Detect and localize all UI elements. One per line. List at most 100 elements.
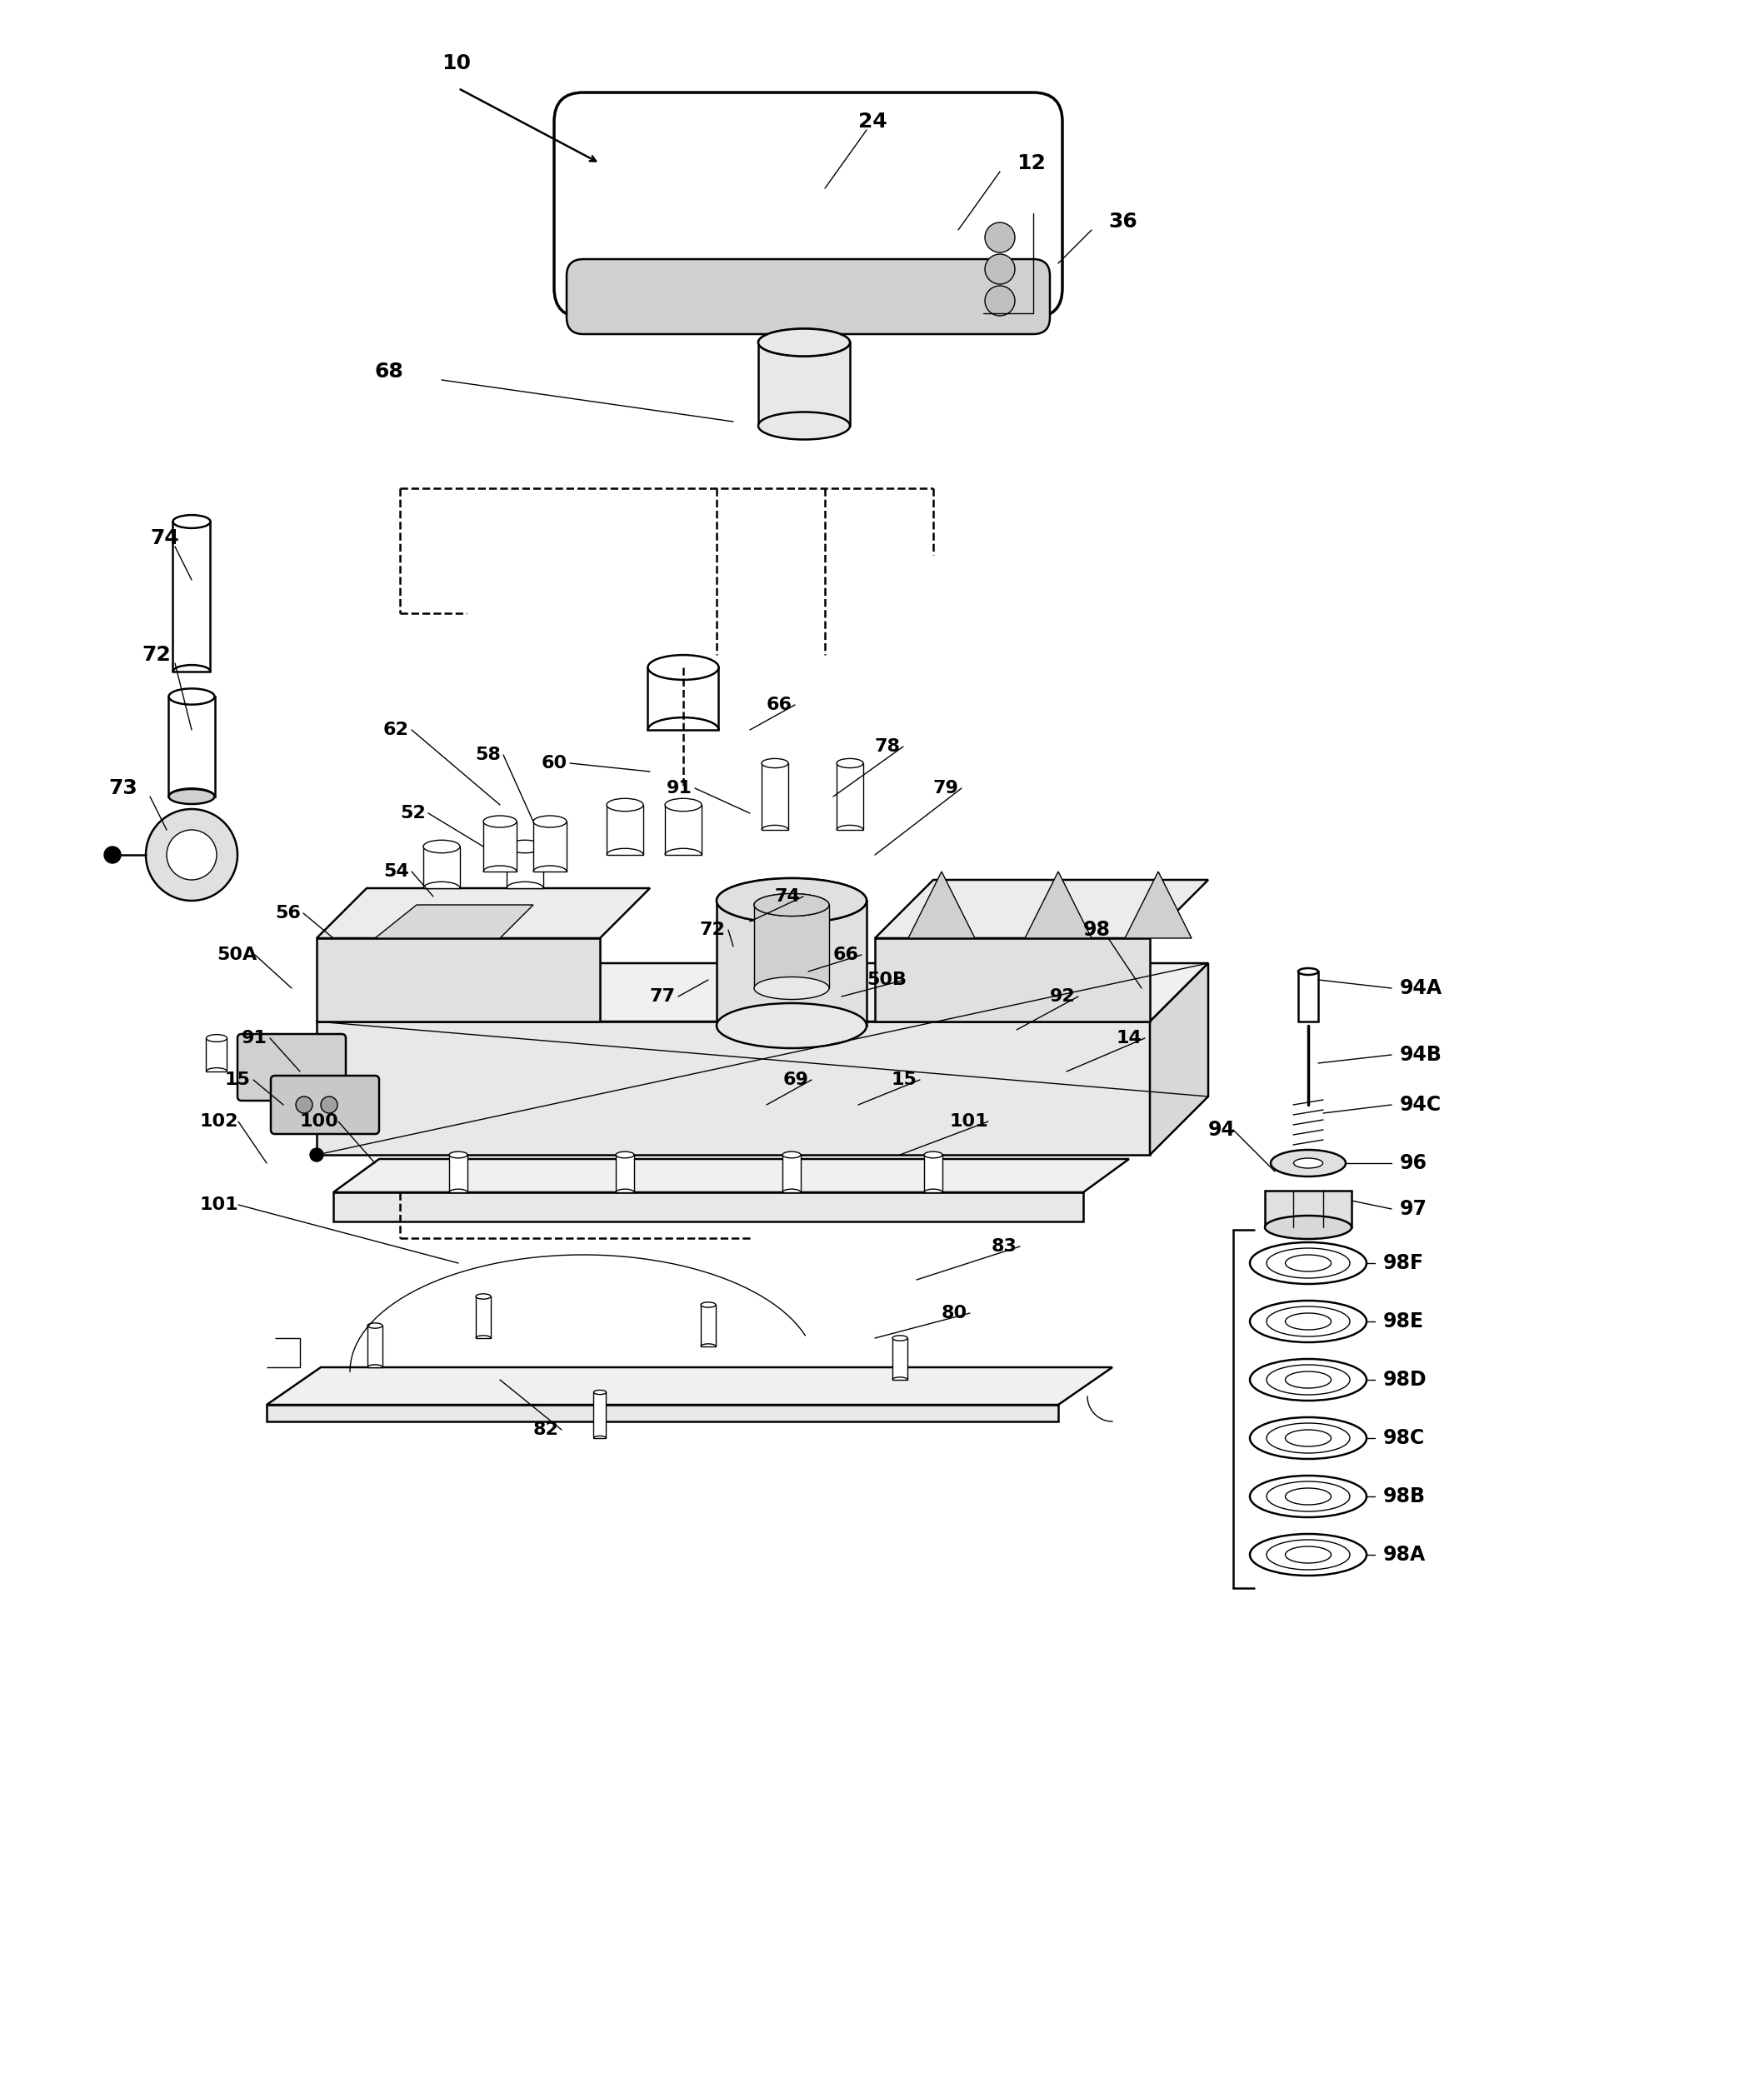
Bar	[506, 846, 543, 887]
Ellipse shape	[616, 1153, 633, 1159]
Text: 52: 52	[400, 804, 425, 821]
Text: 92: 92	[1050, 988, 1076, 1004]
Text: 50B: 50B	[866, 971, 907, 988]
Ellipse shape	[1286, 1372, 1332, 1389]
Circle shape	[984, 223, 1014, 253]
Ellipse shape	[759, 328, 850, 357]
Polygon shape	[316, 887, 649, 938]
Text: 66: 66	[833, 946, 859, 963]
Text: 15: 15	[226, 1071, 250, 1088]
FancyBboxPatch shape	[554, 92, 1062, 317]
Ellipse shape	[753, 977, 829, 1000]
Bar	[423, 846, 460, 887]
Text: 91: 91	[242, 1029, 268, 1046]
Text: 73: 73	[108, 779, 138, 798]
Text: 98C: 98C	[1383, 1428, 1425, 1449]
Bar	[173, 522, 210, 672]
Ellipse shape	[716, 1002, 866, 1048]
Text: 58: 58	[475, 748, 501, 764]
Bar	[716, 900, 866, 1025]
Ellipse shape	[1265, 1215, 1351, 1238]
Text: 74: 74	[150, 528, 178, 549]
Text: 15: 15	[891, 1071, 917, 1088]
Bar	[483, 821, 517, 871]
Polygon shape	[1150, 963, 1208, 1155]
Ellipse shape	[762, 758, 789, 768]
Text: 97: 97	[1401, 1199, 1427, 1219]
Ellipse shape	[1298, 969, 1318, 975]
Text: 98D: 98D	[1383, 1370, 1427, 1391]
Text: 101: 101	[949, 1113, 990, 1130]
Ellipse shape	[450, 1153, 467, 1159]
Ellipse shape	[700, 1303, 716, 1307]
Text: 14: 14	[1117, 1029, 1143, 1046]
Ellipse shape	[783, 1153, 801, 1159]
Text: 10: 10	[441, 54, 471, 73]
Text: 56: 56	[275, 904, 300, 921]
Text: 68: 68	[376, 361, 404, 382]
Ellipse shape	[753, 894, 829, 917]
Ellipse shape	[1270, 1150, 1346, 1176]
Polygon shape	[875, 879, 1208, 938]
Text: 96: 96	[1401, 1153, 1427, 1173]
Polygon shape	[1125, 871, 1191, 938]
Bar	[607, 804, 644, 854]
Ellipse shape	[173, 516, 210, 528]
Ellipse shape	[1251, 1301, 1367, 1343]
Ellipse shape	[759, 411, 850, 438]
Circle shape	[146, 808, 238, 900]
Bar	[893, 1338, 907, 1380]
Text: 91: 91	[667, 781, 691, 796]
Text: 60: 60	[542, 756, 568, 773]
Text: 72: 72	[141, 645, 171, 664]
Text: 98A: 98A	[1383, 1545, 1425, 1564]
Text: 69: 69	[783, 1071, 810, 1088]
Ellipse shape	[483, 816, 517, 827]
Bar	[206, 1038, 228, 1071]
Text: 98F: 98F	[1383, 1253, 1424, 1274]
Ellipse shape	[1251, 1359, 1367, 1401]
Ellipse shape	[1286, 1489, 1332, 1505]
Polygon shape	[266, 1368, 1113, 1405]
Bar	[753, 904, 829, 988]
Bar	[783, 1155, 801, 1192]
Text: 80: 80	[942, 1305, 967, 1322]
FancyBboxPatch shape	[566, 259, 1050, 334]
Ellipse shape	[533, 816, 566, 827]
Bar	[836, 764, 863, 829]
Ellipse shape	[423, 839, 460, 852]
Ellipse shape	[716, 879, 866, 923]
Text: 94C: 94C	[1401, 1094, 1441, 1115]
Ellipse shape	[607, 798, 644, 812]
Text: 66: 66	[767, 697, 792, 714]
Circle shape	[984, 255, 1014, 284]
Ellipse shape	[759, 328, 850, 357]
Polygon shape	[316, 938, 600, 1021]
FancyBboxPatch shape	[238, 1034, 346, 1100]
Bar	[533, 821, 566, 871]
Bar	[450, 1155, 467, 1192]
Text: 54: 54	[383, 862, 409, 879]
Polygon shape	[316, 1021, 1150, 1155]
Ellipse shape	[1286, 1547, 1332, 1564]
Ellipse shape	[1286, 1255, 1332, 1272]
Ellipse shape	[506, 839, 543, 852]
Ellipse shape	[206, 1034, 228, 1042]
Polygon shape	[266, 1405, 1058, 1422]
Polygon shape	[376, 904, 533, 938]
Ellipse shape	[1251, 1476, 1367, 1518]
Bar	[1298, 971, 1318, 1021]
Text: 98: 98	[1083, 921, 1111, 940]
Ellipse shape	[893, 1336, 907, 1340]
Ellipse shape	[716, 879, 866, 923]
Bar	[762, 764, 789, 829]
Text: 83: 83	[991, 1238, 1018, 1255]
Text: 100: 100	[300, 1113, 339, 1130]
Polygon shape	[1025, 871, 1092, 938]
Circle shape	[166, 829, 217, 879]
Polygon shape	[333, 1192, 1083, 1221]
Circle shape	[984, 286, 1014, 315]
Polygon shape	[875, 938, 1150, 1021]
Text: 101: 101	[199, 1196, 238, 1213]
Bar	[924, 1155, 942, 1192]
